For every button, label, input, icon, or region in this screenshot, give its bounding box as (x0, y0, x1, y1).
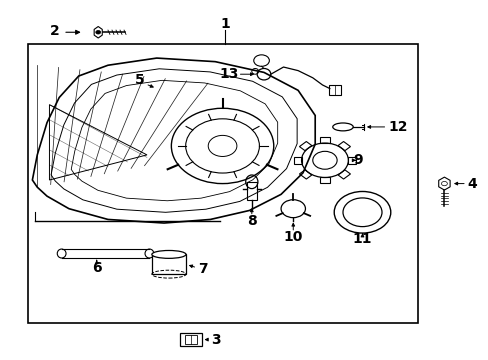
Bar (328, 85, 340, 95)
Text: 8: 8 (246, 214, 256, 228)
Bar (180, 333, 201, 346)
Circle shape (96, 31, 101, 34)
Bar (27, 44, 417, 323)
Text: 3: 3 (211, 333, 221, 347)
Text: 4: 4 (467, 177, 477, 190)
Text: 13: 13 (219, 67, 238, 81)
Bar (152, 255, 185, 274)
Ellipse shape (152, 251, 185, 258)
Text: 10: 10 (283, 230, 303, 244)
Text: 2: 2 (49, 24, 59, 38)
Text: 1: 1 (220, 17, 229, 31)
Text: 11: 11 (352, 232, 371, 246)
Text: 5: 5 (135, 73, 144, 87)
Text: 7: 7 (198, 262, 207, 275)
Text: 12: 12 (387, 120, 407, 134)
Bar (246, 182, 256, 200)
Text: 9: 9 (353, 153, 363, 167)
Bar (184, 335, 197, 344)
Text: 6: 6 (92, 261, 102, 275)
